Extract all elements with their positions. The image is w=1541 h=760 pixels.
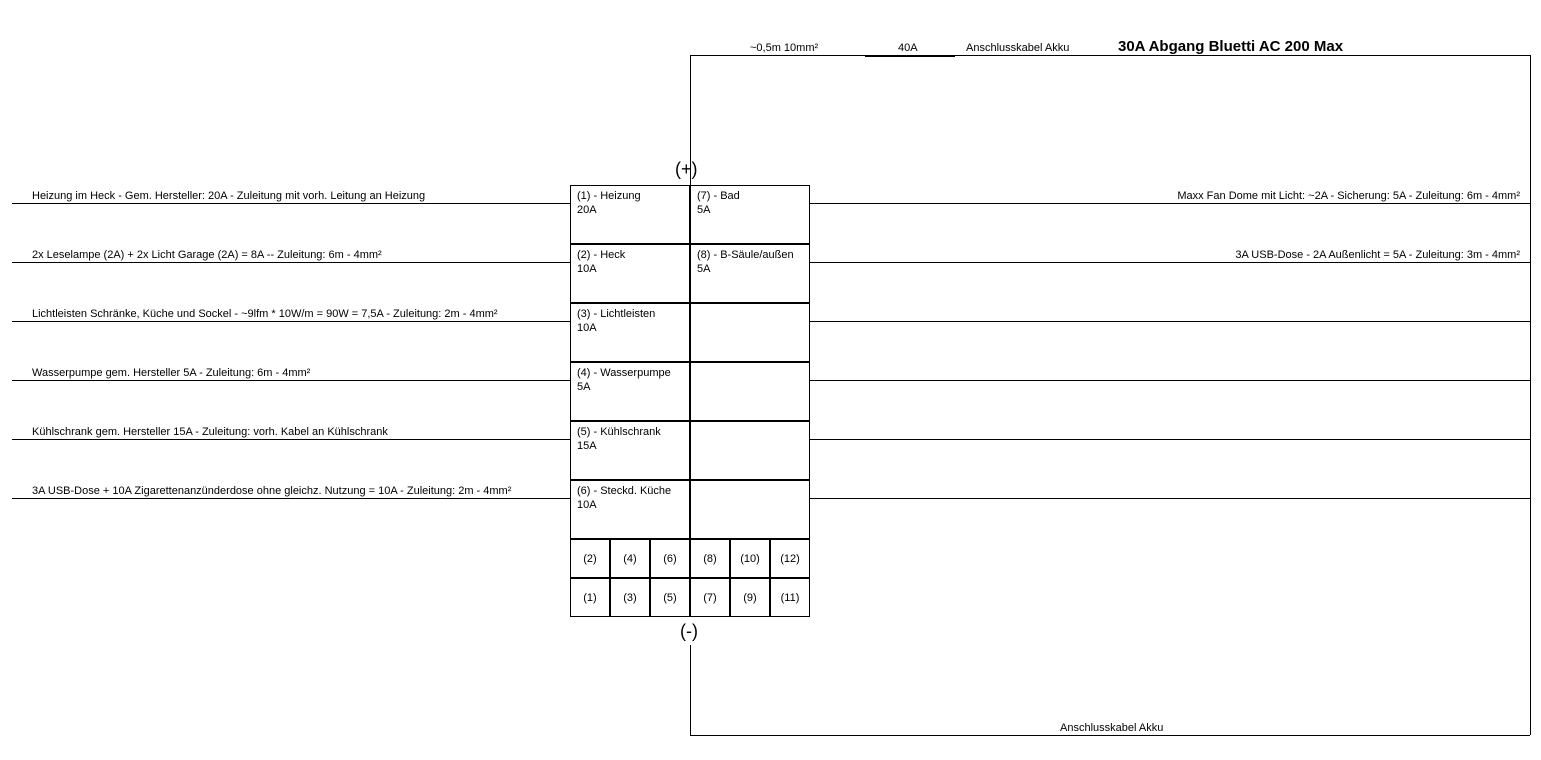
neg-cell-bottom-4: (7) [690,578,730,617]
fuse-name: (2) - Heck [577,249,683,263]
left-wire-3 [12,321,570,322]
left-circuit-label-2: 2x Leselampe (2A) + 2x Licht Garage (2A)… [32,249,382,261]
fuse-cell-right-4 [690,362,810,421]
right-circuit-label-2: 3A USB-Dose - 2A Außenlicht = 5A - Zulei… [820,249,1520,261]
right-wire-6 [810,498,1530,499]
neg-cell-bottom-3: (5) [650,578,690,617]
left-circuit-label-3: Lichtleisten Schränke, Küche und Sockel … [32,308,498,320]
neg-cell-top-1: (2) [570,539,610,578]
fuse-cell-right-5 [690,421,810,480]
fuse-cell-right-1: (7) - Bad5A [690,185,810,244]
neg-cell-top-6: (12) [770,539,810,578]
fuse-cell-left-4: (4) - Wasserpumpe5A [570,362,690,421]
fuse-cell-left-3: (3) - Lichtleisten10A [570,303,690,362]
right-circuit-label-1: Maxx Fan Dome mit Licht: ~2A - Sicherung… [820,190,1520,202]
neg-cell-top-5: (10) [730,539,770,578]
fuse-amps: 20A [577,204,683,218]
header-title: 30A Abgang Bluetti AC 200 Max [1118,38,1343,55]
left-wire-4 [12,380,570,381]
fuse-amps: 5A [577,381,683,395]
fuse-amps: 10A [577,499,683,513]
polarity-plus: (+) [675,159,698,180]
left-circuit-label-6: 3A USB-Dose + 10A Zigarettenanzünderdose… [32,485,511,497]
fuse-amps: 5A [697,263,803,277]
fuse-name: (3) - Lichtleisten [577,308,683,322]
fuse-name: (8) - B-Säule/außen [697,249,803,263]
top-wire-h [690,55,1530,56]
header-conn-label: Anschlusskabel Akku [966,42,1069,54]
fuse-name: (4) - Wasserpumpe [577,367,683,381]
header-cable-spec: ~0,5m 10mm² [750,42,818,54]
fuse-amps: 5A [697,204,803,218]
left-wire-2 [12,262,570,263]
left-circuit-label-5: Kühlschrank gem. Hersteller 15A - Zuleit… [32,426,388,438]
fuse-cell-right-2: (8) - B-Säule/außen5A [690,244,810,303]
fuse-name: (5) - Kühlschrank [577,426,683,440]
right-wire-4 [810,380,1530,381]
fuse-name: (1) - Heizung [577,190,683,204]
neg-cell-bottom-1: (1) [570,578,610,617]
right-wire-3 [810,321,1530,322]
right-wire-2 [810,262,1530,263]
fuse-name: (6) - Steckd. Küche [577,485,683,499]
left-wire-6 [12,498,570,499]
fuse-cell-left-2: (2) - Heck10A [570,244,690,303]
neg-cell-top-3: (6) [650,539,690,578]
neg-cell-top-4: (8) [690,539,730,578]
fuse-amps: 10A [577,322,683,336]
bottom-wire-h [690,735,1530,736]
right-wire-1 [810,203,1530,204]
fuse-cell-left-5: (5) - Kühlschrank15A [570,421,690,480]
fuse-cell-right-6 [690,480,810,539]
left-circuit-label-1: Heizung im Heck - Gem. Hersteller: 20A -… [32,190,425,202]
right-edge-v [1530,55,1531,735]
header-fuse-tick [865,55,955,57]
fuse-name: (7) - Bad [697,190,803,204]
right-wire-5 [810,439,1530,440]
bottom-wire-v [690,645,691,735]
polarity-minus: (-) [680,621,698,642]
fuse-cell-right-3 [690,303,810,362]
footer-conn-label: Anschlusskabel Akku [1060,722,1163,734]
fuse-cell-left-6: (6) - Steckd. Küche10A [570,480,690,539]
fuse-cell-left-1: (1) - Heizung20A [570,185,690,244]
left-wire-1 [12,203,570,204]
fuse-amps: 15A [577,440,683,454]
neg-cell-bottom-5: (9) [730,578,770,617]
neg-cell-top-2: (4) [610,539,650,578]
left-circuit-label-4: Wasserpumpe gem. Hersteller 5A - Zuleitu… [32,367,310,379]
header-fuse: 40A [898,42,918,54]
neg-cell-bottom-6: (11) [770,578,810,617]
left-wire-5 [12,439,570,440]
fuse-amps: 10A [577,263,683,277]
neg-cell-bottom-2: (3) [610,578,650,617]
